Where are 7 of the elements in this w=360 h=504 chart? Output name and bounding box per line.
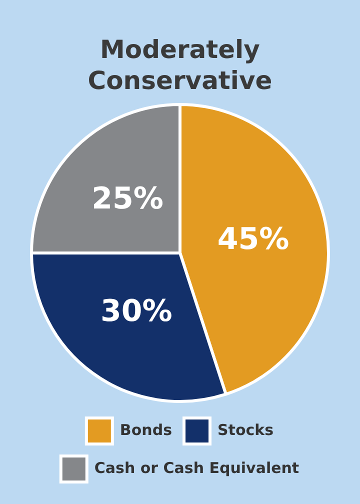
data-label: 30% <box>100 294 172 329</box>
data-label: 45% <box>217 222 290 258</box>
chart-title: Moderately Conservative <box>86 34 274 96</box>
legend-label: Bonds <box>120 420 172 439</box>
data-label: 25% <box>92 181 164 216</box>
legend-label: Cash or Cash Equivalent <box>94 458 300 477</box>
legend-label: Stocks <box>218 420 274 439</box>
